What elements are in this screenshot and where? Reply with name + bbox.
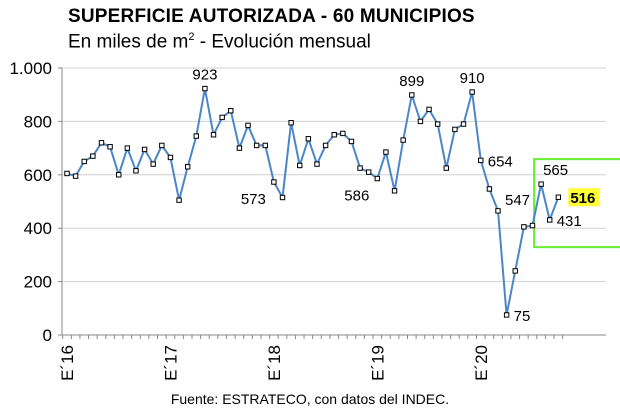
data-point bbox=[366, 169, 372, 175]
data-label: 547 bbox=[505, 192, 530, 209]
data-point bbox=[538, 181, 544, 187]
data-point bbox=[409, 92, 415, 98]
data-point bbox=[184, 164, 191, 170]
data-label: 654 bbox=[488, 153, 513, 170]
data-point bbox=[512, 268, 518, 274]
data-point bbox=[374, 175, 381, 182]
data-point bbox=[253, 142, 260, 149]
x-axis-ticks: E´16 E´17 E´18 E´19 E´20 bbox=[58, 335, 564, 381]
data-point bbox=[314, 161, 320, 167]
data-point bbox=[340, 130, 346, 137]
data-point bbox=[176, 197, 182, 203]
data-point bbox=[383, 149, 389, 155]
data-point bbox=[245, 122, 251, 129]
y-axis-ticks: 0 200 400 600 800 1.000 bbox=[9, 59, 62, 345]
data-label: 431 bbox=[557, 213, 582, 230]
data-point bbox=[133, 168, 139, 174]
y-tick-label: 0 bbox=[43, 326, 52, 345]
data-point bbox=[460, 121, 467, 127]
data-point bbox=[124, 145, 131, 151]
chart-subtitle: En miles de m2 - Evolución mensual bbox=[68, 31, 371, 53]
data-point bbox=[486, 186, 493, 192]
data-point bbox=[64, 170, 70, 177]
data-point bbox=[434, 121, 441, 127]
subtitle-text: En miles de m bbox=[68, 31, 189, 53]
y-tick-label: 200 bbox=[24, 273, 52, 292]
data-point bbox=[288, 120, 294, 126]
data-point bbox=[98, 140, 105, 146]
series-line bbox=[66, 88, 560, 316]
y-tick-label: 800 bbox=[24, 112, 52, 131]
chart-title: SUPERFICIE AUTORIZADA - 60 MUNICIPIOS bbox=[68, 6, 475, 27]
data-point bbox=[141, 146, 148, 153]
data-label: 923 bbox=[192, 67, 217, 84]
data-point bbox=[150, 161, 156, 167]
data-point bbox=[262, 142, 268, 149]
data-point bbox=[202, 85, 208, 92]
data-point bbox=[228, 108, 234, 114]
data-point bbox=[210, 132, 217, 138]
data-point bbox=[521, 224, 527, 230]
data-point bbox=[391, 188, 398, 194]
data-label: 516 bbox=[570, 190, 595, 207]
data-point bbox=[167, 154, 174, 161]
highlight-box bbox=[533, 158, 620, 249]
series-line-group bbox=[66, 88, 560, 316]
data-point bbox=[331, 132, 337, 138]
data-label: 565 bbox=[543, 162, 568, 179]
data-point bbox=[478, 157, 484, 164]
data-point bbox=[271, 179, 277, 185]
x-tick-label: E´17 bbox=[161, 345, 180, 381]
data-point bbox=[503, 312, 510, 318]
data-label: 75 bbox=[514, 308, 531, 325]
data-point bbox=[417, 118, 424, 125]
data-point bbox=[107, 144, 113, 150]
data-point bbox=[236, 145, 243, 151]
data-point bbox=[305, 136, 312, 142]
highlight-label-bg bbox=[568, 188, 600, 207]
data-point bbox=[452, 126, 458, 133]
highlight-box-group bbox=[533, 158, 620, 249]
data-labels: 923 573 586 899 910 654 547 75 565 431 516 bbox=[192, 67, 600, 325]
data-point bbox=[81, 158, 87, 165]
x-tick-label: E´19 bbox=[368, 345, 387, 381]
data-point bbox=[297, 162, 303, 169]
data-label: 899 bbox=[399, 73, 424, 90]
chart-source: Fuente: ESTRATECO, con datos del INDEC. bbox=[170, 391, 450, 407]
data-label: 573 bbox=[241, 191, 266, 208]
data-label: 586 bbox=[344, 188, 369, 205]
gridlines bbox=[62, 67, 606, 283]
axes bbox=[61, 68, 606, 336]
subtitle-rest: - Evolución mensual bbox=[194, 31, 371, 53]
data-point bbox=[547, 217, 553, 223]
y-tick-label: 600 bbox=[24, 166, 52, 185]
data-point bbox=[426, 106, 432, 113]
data-point bbox=[279, 194, 286, 201]
data-point bbox=[193, 133, 200, 139]
data-point bbox=[495, 208, 501, 214]
subtitle-superscript: 2 bbox=[188, 31, 195, 43]
data-label: 910 bbox=[460, 70, 485, 87]
data-point bbox=[72, 173, 79, 179]
x-tick-label: E´16 bbox=[58, 345, 77, 381]
data-point bbox=[348, 138, 355, 145]
data-point bbox=[443, 165, 449, 171]
data-point bbox=[529, 222, 536, 229]
data-point bbox=[555, 194, 562, 200]
data-point bbox=[219, 114, 225, 121]
data-point bbox=[90, 153, 96, 159]
data-point bbox=[116, 172, 122, 178]
x-tick-label: E´20 bbox=[472, 345, 491, 381]
data-point bbox=[322, 142, 329, 149]
y-tick-label: 1.000 bbox=[9, 59, 52, 78]
x-tick-label: E´18 bbox=[265, 345, 284, 381]
y-tick-label: 400 bbox=[24, 219, 52, 238]
data-point bbox=[159, 142, 165, 149]
data-point bbox=[469, 89, 475, 95]
data-point bbox=[357, 165, 363, 171]
data-point bbox=[400, 137, 406, 143]
data-points bbox=[64, 85, 562, 318]
